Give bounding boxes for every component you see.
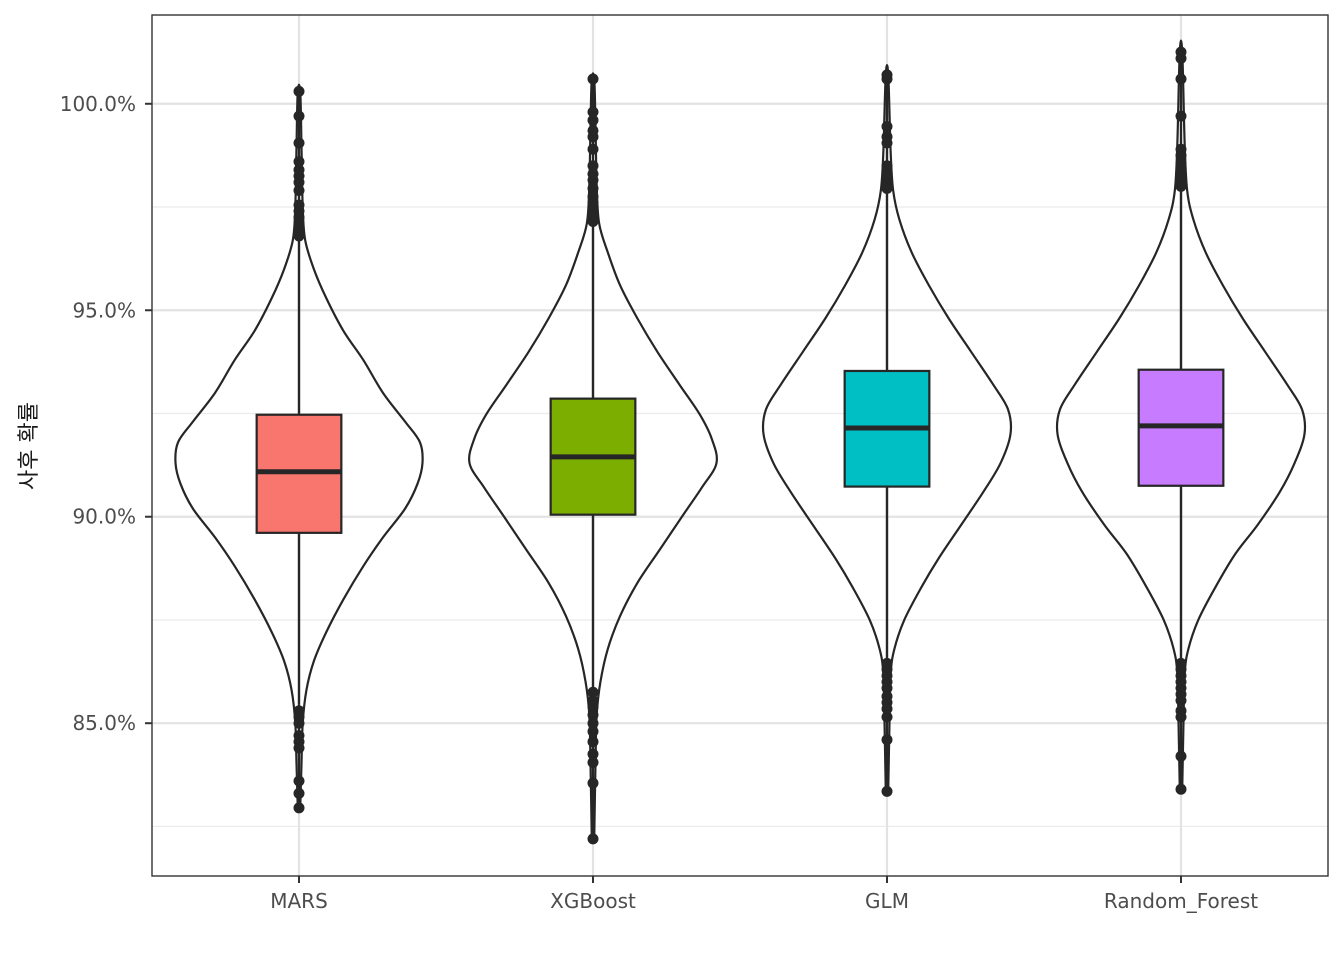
outlier-point	[587, 686, 599, 698]
x-tick-label: Random_Forest	[1104, 889, 1258, 913]
y-tick-label: 100.0%	[60, 92, 136, 116]
outlier-point	[587, 833, 599, 845]
series-random-forest	[1055, 39, 1307, 795]
axes: 85.0% 90.0% 95.0% 100.0% MARS XGBoost GLM Rando…	[60, 92, 1259, 913]
outlier-point	[587, 725, 599, 737]
outlier-point	[881, 785, 893, 797]
outlier-point	[1175, 158, 1187, 170]
outlier-point	[587, 168, 599, 180]
plot-panel-border	[151, 14, 1329, 877]
outlier-point	[587, 191, 599, 203]
outlier-point	[1175, 110, 1187, 122]
outlier-point	[293, 85, 305, 97]
outlier-point	[293, 775, 305, 787]
series-layer	[174, 39, 1307, 845]
outlier-point	[1175, 73, 1187, 85]
outlier-point	[587, 125, 599, 137]
violin-outline	[1055, 39, 1307, 791]
outlier-point	[881, 703, 893, 715]
outlier-point	[293, 164, 305, 176]
outlier-point	[587, 709, 599, 721]
outlier-point	[587, 114, 599, 126]
outlier-point	[293, 156, 305, 168]
outlier-point	[587, 756, 599, 768]
violin-outline	[468, 72, 718, 840]
outlier-point	[293, 110, 305, 122]
y-tick-label: 95.0%	[72, 298, 136, 322]
outlier-point	[1175, 783, 1187, 795]
outlier-point	[293, 742, 305, 754]
outlier-point	[587, 717, 599, 729]
outlier-point	[587, 73, 599, 85]
outlier-point	[587, 160, 599, 172]
x-tick-label: GLM	[865, 889, 909, 913]
outlier-point	[1175, 694, 1187, 706]
outlier-point	[1175, 46, 1187, 58]
outlier-point	[293, 802, 305, 814]
outlier-point	[587, 143, 599, 155]
outlier-point	[1175, 143, 1187, 155]
outlier-point	[587, 777, 599, 789]
x-tick-label: XGBoost	[550, 889, 636, 913]
outlier-point	[587, 182, 599, 194]
x-tick-label: MARS	[270, 889, 328, 913]
outlier-point	[587, 748, 599, 760]
series-xgboost	[468, 72, 718, 845]
outlier-point	[1175, 750, 1187, 762]
outlier-point	[293, 185, 305, 197]
outlier-point	[881, 69, 893, 81]
outlier-point	[881, 734, 893, 746]
outlier-point	[1175, 711, 1187, 723]
outlier-point	[293, 199, 305, 211]
series-glm	[761, 63, 1013, 797]
outlier-point	[881, 160, 893, 172]
outlier-point	[881, 131, 893, 143]
outlier-point	[881, 120, 893, 132]
outlier-point	[587, 701, 599, 713]
series-mars	[174, 83, 424, 814]
outlier-point	[881, 711, 893, 723]
outlier-point	[587, 736, 599, 748]
y-tick-label: 85.0%	[72, 711, 136, 735]
outlier-point	[293, 137, 305, 149]
outlier-point	[293, 717, 305, 729]
outlier-point	[881, 174, 893, 186]
outlier-point	[587, 106, 599, 118]
y-tick-label: 90.0%	[72, 505, 136, 529]
violin-outline	[761, 63, 1013, 793]
violin-outline	[174, 83, 424, 809]
y-axis-title: 사후 확률	[17, 402, 42, 490]
outlier-point	[881, 682, 893, 694]
outlier-point	[293, 787, 305, 799]
